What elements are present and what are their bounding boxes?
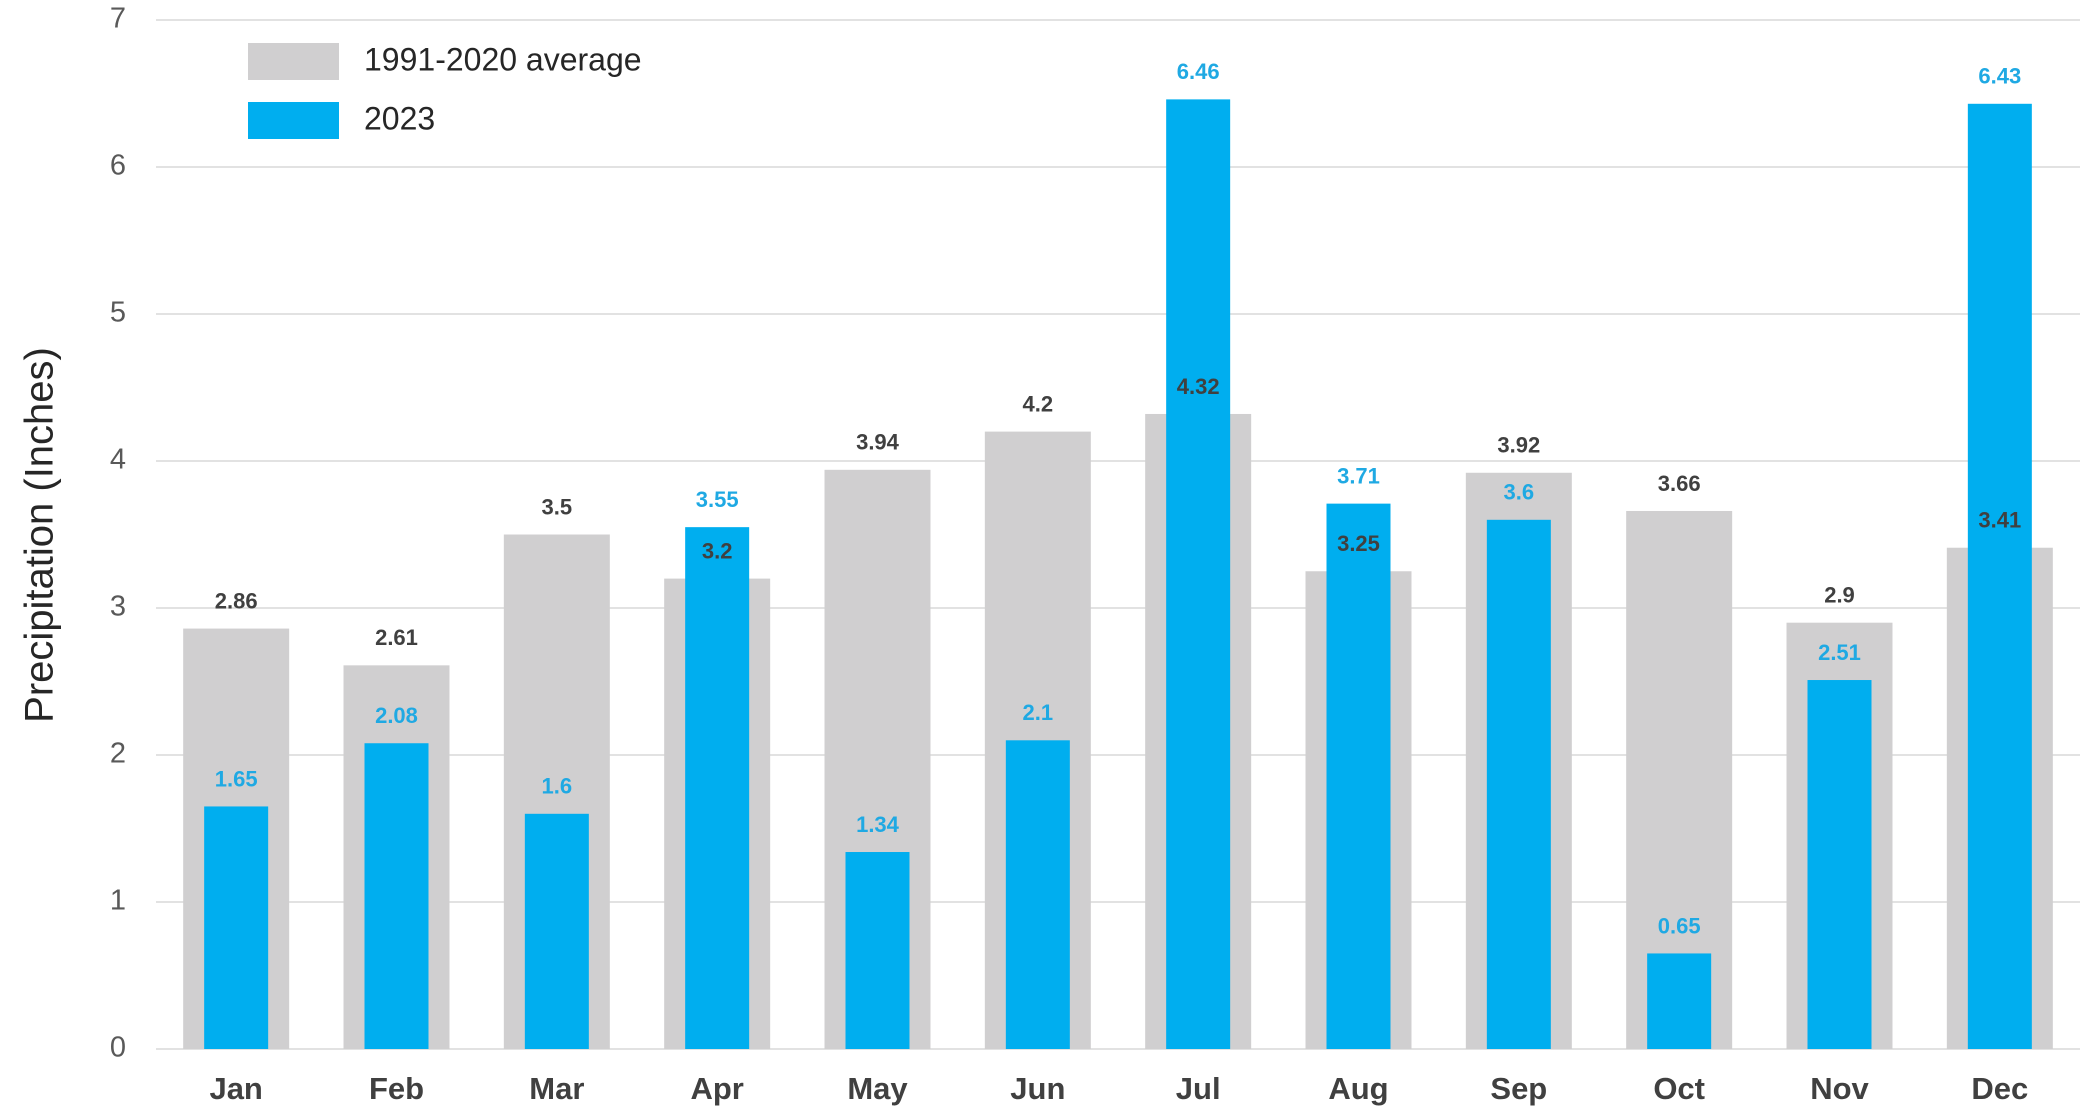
data-label: 2.9 xyxy=(1824,583,1855,608)
data-label: 3.71 xyxy=(1337,463,1380,488)
x-tick-label: May xyxy=(847,1071,908,1106)
x-tick-label: Jun xyxy=(1010,1071,1065,1106)
bar xyxy=(1166,99,1231,1049)
bar xyxy=(1807,680,1872,1049)
data-label: 3.55 xyxy=(696,487,739,512)
legend-swatch xyxy=(248,102,339,139)
data-label: 3.94 xyxy=(856,430,900,455)
data-label: 1.65 xyxy=(215,766,258,791)
bar xyxy=(1967,103,2032,1050)
data-label: 6.46 xyxy=(1177,59,1220,84)
data-label: 3.25 xyxy=(1337,531,1380,556)
y-tick-label: 7 xyxy=(110,3,126,35)
x-tick-label: Feb xyxy=(369,1071,424,1106)
x-tick-label: Dec xyxy=(1971,1071,2028,1106)
x-tick-label: Nov xyxy=(1810,1071,1869,1106)
y-tick-label: 0 xyxy=(110,1032,126,1064)
x-tick-label: Mar xyxy=(529,1071,584,1106)
bar xyxy=(524,813,589,1049)
x-tick-label: Sep xyxy=(1490,1071,1547,1106)
legend-swatch xyxy=(248,43,339,80)
data-label: 3.92 xyxy=(1497,433,1540,458)
data-label: 3.2 xyxy=(702,538,733,563)
x-tick-label: Jan xyxy=(209,1071,262,1106)
data-label: 2.61 xyxy=(375,625,418,650)
y-tick-label: 1 xyxy=(110,885,126,917)
x-tick-label: Aug xyxy=(1328,1071,1388,1106)
bar xyxy=(1647,953,1712,1049)
data-label: 0.65 xyxy=(1658,913,1701,938)
bar xyxy=(1486,519,1551,1049)
y-tick-label: 2 xyxy=(110,738,126,770)
bar xyxy=(685,527,750,1049)
data-label: 1.34 xyxy=(856,812,900,837)
y-tick-label: 5 xyxy=(110,297,126,329)
data-label: 2.86 xyxy=(215,588,258,613)
bar xyxy=(1005,740,1070,1049)
y-tick-label: 4 xyxy=(110,444,126,476)
data-label: 3.6 xyxy=(1504,480,1535,505)
data-label: 2.51 xyxy=(1818,640,1861,665)
x-tick-label: Apr xyxy=(690,1071,743,1106)
bar xyxy=(1326,503,1391,1049)
data-label: 6.43 xyxy=(1978,64,2021,89)
y-tick-label: 6 xyxy=(110,150,126,182)
bar xyxy=(364,743,429,1049)
y-axis-label: Precipitation (Inches) xyxy=(18,347,62,723)
x-tick-label: Oct xyxy=(1653,1071,1705,1106)
data-label: 3.41 xyxy=(1978,508,2021,533)
legend-label: 2023 xyxy=(364,100,435,136)
data-label: 1.6 xyxy=(542,774,573,799)
legend-label: 1991-2020 average xyxy=(364,41,642,77)
data-label: 4.32 xyxy=(1177,374,1220,399)
data-label: 2.1 xyxy=(1023,700,1054,725)
data-label: 3.66 xyxy=(1658,471,1701,496)
bar xyxy=(204,806,269,1049)
data-label: 2.08 xyxy=(375,703,418,728)
data-label: 3.5 xyxy=(542,494,573,519)
data-label: 4.2 xyxy=(1023,391,1054,416)
y-tick-label: 3 xyxy=(110,591,126,623)
x-tick-label: Jul xyxy=(1176,1071,1221,1106)
bar xyxy=(845,852,910,1049)
